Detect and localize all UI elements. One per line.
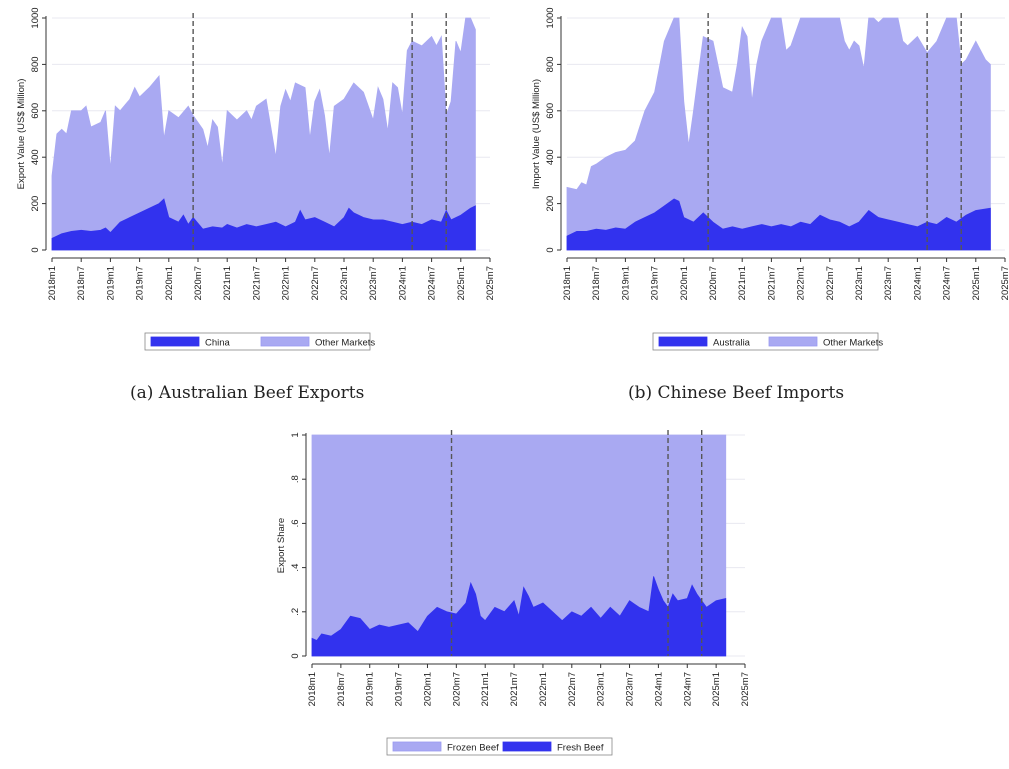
area-series-other-markets — [566, 17, 991, 251]
y-tick-label: 800 — [30, 56, 41, 72]
legend-box — [652, 332, 879, 351]
x-tick-label: 2018m7 — [336, 672, 347, 706]
x-tick-label: 2021m1 — [737, 266, 748, 300]
x-tick-label: 2025m1 — [711, 672, 722, 706]
x-tick-label: 2022m1 — [538, 672, 549, 706]
x-tick-label: 2021m1 — [480, 672, 491, 706]
x-tick-label: 2023m1 — [596, 672, 607, 706]
legend-swatch — [768, 336, 818, 347]
y-tick-label: 0 — [290, 653, 301, 658]
y-tick-label: .6 — [290, 519, 301, 527]
y-tick-label: 400 — [30, 149, 41, 165]
y-tick-label: 200 — [545, 196, 556, 212]
y-tick-label: 0 — [30, 247, 41, 252]
y-tick-label: .2 — [290, 608, 301, 616]
x-tick-label: 2022m1 — [281, 266, 292, 300]
x-tick-label: 2024m7 — [942, 266, 953, 300]
y-tick-label: .4 — [290, 564, 301, 572]
legend-box — [386, 737, 613, 756]
y-axis-title: Export Value (US$ Million) — [16, 79, 27, 190]
x-tick-label: 2020m1 — [164, 266, 175, 300]
y-axis-title: Export Share — [276, 518, 287, 573]
x-tick-label: 2021m7 — [251, 266, 262, 300]
legend-label: China — [205, 338, 231, 349]
x-tick-label: 2025m7 — [1000, 266, 1009, 300]
x-tick-label: 2021m7 — [509, 672, 520, 706]
x-tick-label: 2019m7 — [135, 266, 146, 300]
legend-swatch — [392, 741, 442, 752]
x-tick-label: 2023m7 — [368, 266, 379, 300]
x-tick-label: 2025m7 — [485, 266, 496, 300]
x-tick-label: 2021m7 — [766, 266, 777, 300]
x-tick-label: 2018m1 — [307, 672, 318, 706]
x-tick-label: 2025m7 — [740, 672, 751, 706]
x-tick-label: 2018m1 — [47, 266, 58, 300]
x-tick-label: 2020m7 — [708, 266, 719, 300]
x-tick-label: 2022m7 — [567, 672, 578, 706]
x-tick-label: 2019m1 — [620, 266, 631, 300]
x-tick-label: 2019m7 — [394, 672, 405, 706]
area-series-china — [51, 198, 476, 251]
y-tick-label: 1000 — [545, 7, 556, 28]
caption-a: (a) Australian Beef Exports — [130, 383, 365, 403]
y-tick-label: 600 — [30, 103, 41, 119]
legend-label: Fresh Beef — [557, 743, 604, 754]
y-tick-label: 200 — [30, 196, 41, 212]
x-tick-label: 2020m1 — [422, 672, 433, 706]
x-tick-label: 2024m1 — [397, 266, 408, 300]
area-series-other-markets — [51, 17, 476, 251]
x-tick-label: 2025m1 — [456, 266, 467, 300]
chart-panel-chinese-imports: 0 200 400 600 800 1000 Import Value (US$ Milli… — [531, 7, 1009, 351]
x-tick-label: 2019m7 — [650, 266, 661, 300]
x-tick-label: 2024m1 — [653, 672, 664, 706]
x-tick-label: 2020m7 — [451, 672, 462, 706]
legend-label: Other Markets — [823, 338, 883, 349]
legend-label: Other Markets — [315, 338, 375, 349]
legend-swatch — [260, 336, 310, 347]
x-tick-label: 2018m7 — [591, 266, 602, 300]
y-tick-label: .8 — [290, 475, 301, 483]
y-tick-label: 400 — [545, 149, 556, 165]
x-tick-label: 2021m1 — [222, 266, 233, 300]
y-tick-label: 1000 — [30, 7, 41, 28]
legend-swatch — [150, 336, 200, 347]
y-tick-label: 800 — [545, 56, 556, 72]
x-tick-label: 2024m7 — [427, 266, 438, 300]
x-tick-label: 2019m1 — [365, 672, 376, 706]
legend-box — [144, 332, 371, 351]
x-tick-label: 2018m7 — [76, 266, 87, 300]
x-tick-label: 2024m1 — [912, 266, 923, 300]
legend-label: Frozen Beef — [447, 743, 499, 754]
x-tick-label: 2025m1 — [971, 266, 982, 300]
y-axis-title: Import Value (US$ Million) — [531, 79, 542, 189]
x-tick-label: 2022m7 — [825, 266, 836, 300]
legend-swatch — [658, 336, 708, 347]
x-tick-label: 2023m7 — [883, 266, 894, 300]
legend-swatch — [502, 741, 552, 752]
chart-panel-australian-exports: 0 200 400 600 800 1000 Export Value (US$ Milli… — [16, 7, 496, 351]
x-tick-label: 2023m7 — [625, 672, 636, 706]
chart-panel-export-share: 0 .2 .4 .6 .8 1 Export Share 2018m1 2018m7 2019m1… — [276, 430, 751, 756]
x-tick-label: 2019m1 — [105, 266, 116, 300]
legend-label: Australia — [713, 338, 751, 349]
x-tick-label: 2023m1 — [339, 266, 350, 300]
x-tick-label: 2020m7 — [193, 266, 204, 300]
caption-b: (b) Chinese Beef Imports — [628, 383, 845, 403]
y-tick-label: 0 — [545, 247, 556, 252]
x-tick-label: 2022m7 — [310, 266, 321, 300]
x-tick-label: 2024m7 — [682, 672, 693, 706]
y-tick-label: 1 — [290, 432, 301, 437]
x-tick-label: 2020m1 — [679, 266, 690, 300]
area-series-fresh-beef — [311, 576, 727, 657]
x-tick-label: 2022m1 — [796, 266, 807, 300]
y-tick-label: 600 — [545, 103, 556, 119]
x-tick-label: 2018m1 — [562, 266, 573, 300]
x-tick-label: 2023m1 — [854, 266, 865, 300]
area-series-australia — [566, 198, 991, 251]
